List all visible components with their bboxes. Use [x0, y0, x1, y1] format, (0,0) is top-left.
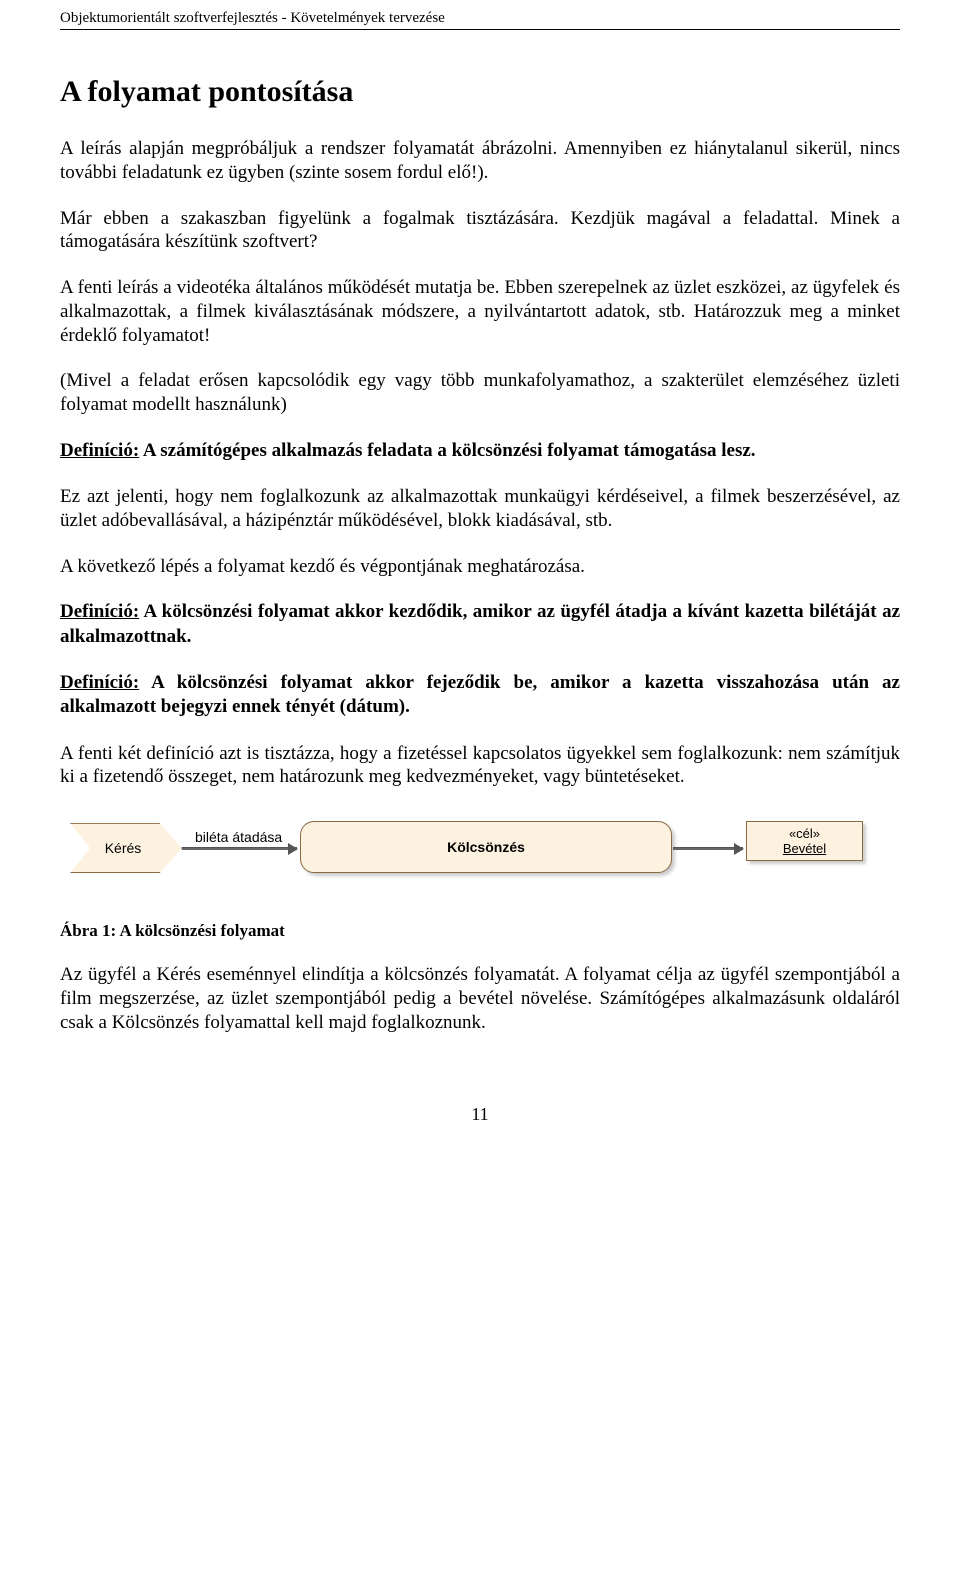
trigger-label: Kérés — [105, 840, 142, 856]
process-diagram: Kérés biléta átadása Kölcsönzés «cél» Be… — [60, 811, 900, 891]
goal-box: «cél» Bevétel — [746, 821, 863, 861]
flow-arrow-icon — [182, 847, 297, 850]
page-number: 11 — [60, 1104, 900, 1125]
paragraph: A fenti leírás a videotéka általános műk… — [60, 276, 900, 347]
paragraph: A következő lépés a folyamat kezdő és vé… — [60, 555, 900, 579]
flow-arrow-icon — [673, 847, 743, 850]
paragraph: A leírás alapján megpróbáljuk a rendszer… — [60, 137, 900, 185]
paragraph: Ez azt jelenti, hogy nem foglalkozunk az… — [60, 485, 900, 533]
paragraph: A fenti két definíció azt is tisztázza, … — [60, 742, 900, 790]
page-title: A folyamat pontosítása — [60, 75, 900, 109]
paragraph: Már ebben a szakaszban figyelünk a fogal… — [60, 207, 900, 255]
definition-1: Definíció: A számítógépes alkalmazás fel… — [60, 439, 900, 463]
figure-caption: Ábra 1: A kölcsönzési folyamat — [60, 921, 900, 941]
goal-stereotype: «cél» — [757, 826, 852, 841]
page-header: Objektumorientált szoftverfejlesztés - K… — [60, 10, 900, 30]
paragraph: Az ügyfél a Kérés eseménnyel elindítja a… — [60, 963, 900, 1034]
definition-label: Definíció: — [60, 601, 139, 622]
process-label: Kölcsönzés — [447, 839, 525, 855]
definition-text: A számítógépes alkalmazás feladata a köl… — [139, 440, 755, 461]
definition-3: Definíció: A kölcsönzési folyamat akkor … — [60, 671, 900, 720]
definition-2: Definíció: A kölcsönzési folyamat akkor … — [60, 600, 900, 649]
trigger-event-shape: Kérés — [70, 823, 182, 873]
definition-label: Definíció: — [60, 440, 139, 461]
definition-label: Definíció: — [60, 672, 139, 693]
process-box: Kölcsönzés — [300, 821, 672, 873]
goal-name: Bevétel — [757, 841, 852, 856]
definition-text: A kölcsönzési folyamat akkor kezdődik, a… — [60, 601, 900, 646]
edge-label: biléta átadása — [195, 829, 282, 845]
definition-text: A kölcsönzési folyamat akkor fejeződik b… — [60, 672, 900, 717]
paragraph: (Mivel a feladat erősen kapcsolódik egy … — [60, 369, 900, 417]
